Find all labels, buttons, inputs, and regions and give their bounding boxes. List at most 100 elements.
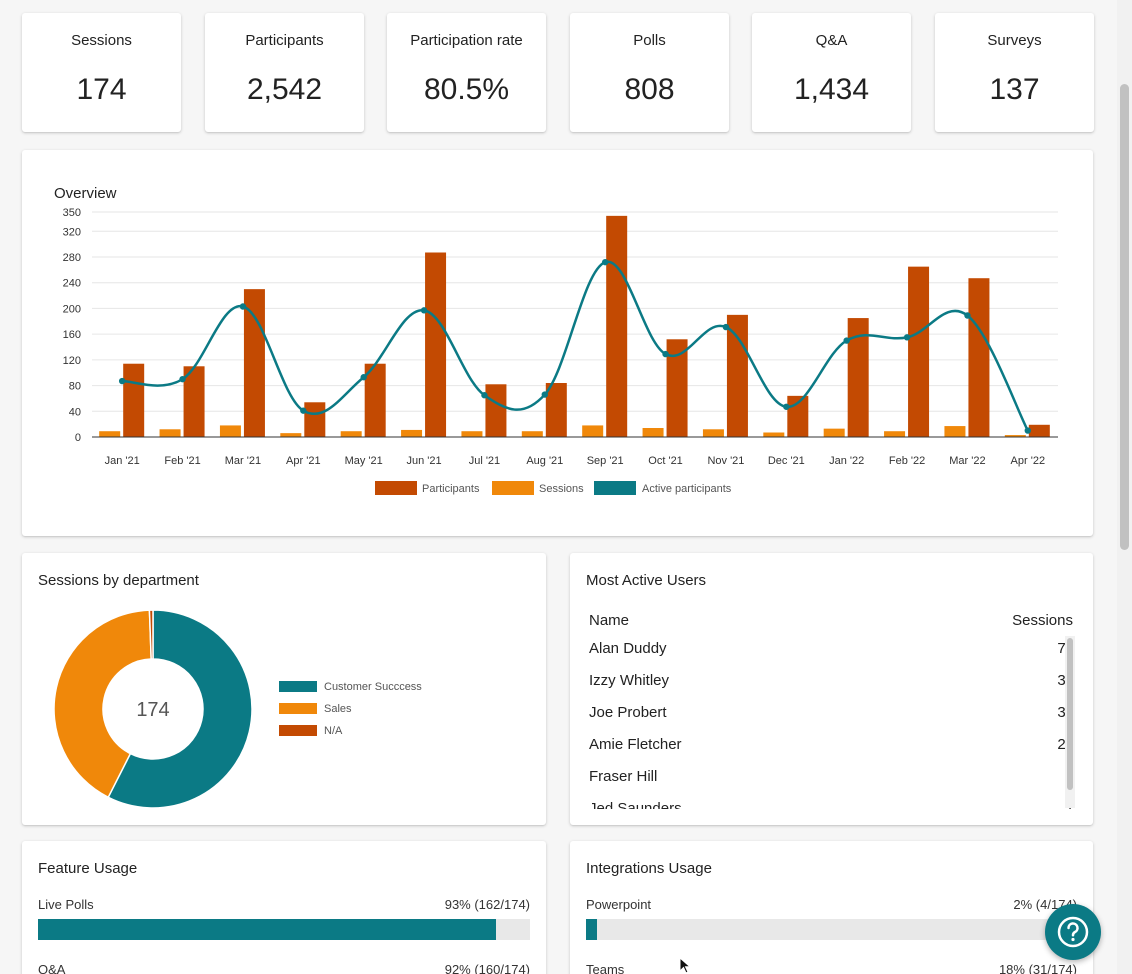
bar-sessions xyxy=(99,431,121,437)
help-icon xyxy=(1057,916,1089,948)
active-participants-point xyxy=(300,407,307,414)
stat-label: Polls xyxy=(633,32,666,49)
active-users-card: Most Active Users Name Sessions Alan Dud… xyxy=(570,553,1093,825)
y-tick-label: 120 xyxy=(63,355,81,367)
table-row[interactable]: Izzy Whitley37 xyxy=(589,665,1074,697)
bar-sessions xyxy=(401,429,423,437)
user-name: Amie Fletcher xyxy=(589,736,682,753)
usage-track xyxy=(586,919,1077,940)
active-participants-point xyxy=(179,375,186,383)
x-tick-label: Apr '22 xyxy=(1011,455,1046,467)
bar-sessions xyxy=(159,429,181,437)
y-tick-label: 280 xyxy=(63,252,81,264)
x-tick-label: Feb '22 xyxy=(889,455,925,467)
x-tick-label: Jul '21 xyxy=(469,455,500,467)
x-tick-label: Jan '22 xyxy=(829,455,864,467)
bar-sessions xyxy=(823,428,845,437)
page-scrollbar-thumb[interactable] xyxy=(1120,84,1129,550)
table-row[interactable]: Fraser Hill8 xyxy=(589,761,1074,793)
legend-swatch-participants xyxy=(375,481,417,495)
feature-usage-title: Feature Usage xyxy=(38,860,138,877)
donut-total: 174 xyxy=(136,699,169,721)
bar-sessions xyxy=(582,425,604,437)
active-participants-line xyxy=(122,260,1029,432)
legend-swatch-na xyxy=(279,725,317,736)
stat-value: 2,542 xyxy=(246,73,323,106)
usage-fill xyxy=(586,919,598,940)
users-scrollbar[interactable] xyxy=(1065,636,1075,808)
table-row[interactable]: Jed Saunders1 xyxy=(589,793,1074,809)
x-tick-label: Mar '22 xyxy=(949,455,985,467)
table-row[interactable]: Joe Probert32 xyxy=(589,697,1074,729)
legend-swatch-sessions xyxy=(492,481,534,495)
usage-percent: 92% (160/174) xyxy=(444,962,530,974)
users-scrollbar-thumb[interactable] xyxy=(1067,638,1073,790)
donut-slice xyxy=(148,609,154,660)
table-row[interactable]: Amie Fletcher22 xyxy=(589,729,1074,761)
departments-card: Sessions by department 174 Customer Succ… xyxy=(22,553,546,825)
bar-participants xyxy=(847,318,869,437)
users-list[interactable]: Alan Duddy74 Izzy Whitley37 Joe Probert3… xyxy=(589,633,1074,809)
active-participants-point xyxy=(1024,427,1032,434)
bar-sessions xyxy=(642,428,664,437)
bar-participants xyxy=(485,384,507,437)
x-tick-label: Apr '21 xyxy=(286,455,321,467)
overview-chart: Overview 0 40 80 120 160 200 240 280 320 350 Jan … xyxy=(54,185,1058,495)
active-participants-point xyxy=(481,392,488,399)
user-name: Alan Duddy xyxy=(589,640,667,657)
x-tick-label: Mar '21 xyxy=(225,455,261,467)
x-tick-label: Aug '21 xyxy=(526,455,563,467)
help-button[interactable] xyxy=(1045,904,1101,960)
usage-label: Live Polls xyxy=(38,897,94,912)
stat-label: Q&A xyxy=(815,32,848,49)
active-participants-point xyxy=(420,307,428,314)
y-tick-label: 0 xyxy=(75,432,81,444)
usage-percent: 93% (162/174) xyxy=(444,897,530,912)
active-users-title: Most Active Users xyxy=(586,572,707,589)
bar-participants xyxy=(545,383,567,437)
x-tick-label: May '21 xyxy=(345,455,383,467)
legend-swatch-active xyxy=(594,481,636,495)
usage-percent: 18% (31/174) xyxy=(998,962,1077,974)
y-tick-label: 320 xyxy=(63,226,81,238)
x-tick-label: Dec '21 xyxy=(768,455,805,467)
usage-label: Q&A xyxy=(38,962,66,974)
bar-participants xyxy=(606,215,628,437)
legend-swatch-customer-success xyxy=(279,681,317,692)
bar-sessions xyxy=(944,426,966,437)
stat-card-polls: Polls 808 xyxy=(570,13,729,132)
integrations-usage-title: Integrations Usage xyxy=(586,860,712,877)
table-row[interactable]: Alan Duddy74 xyxy=(589,633,1074,665)
legend-label-sales: Sales xyxy=(324,703,352,715)
active-participants-point xyxy=(662,350,669,358)
x-tick-label: Jun '21 xyxy=(406,455,441,467)
stat-card-surveys: Surveys 137 xyxy=(935,13,1094,132)
stat-label: Participation rate xyxy=(410,32,523,49)
y-tick-label: 40 xyxy=(69,406,81,418)
y-tick-label: 80 xyxy=(69,381,81,393)
mouse-cursor-icon xyxy=(679,957,692,974)
bar-sessions xyxy=(219,425,241,437)
bar-participants xyxy=(243,289,265,437)
usage-label: Powerpoint xyxy=(586,897,652,912)
stat-value: 808 xyxy=(624,73,675,106)
page-scrollbar[interactable] xyxy=(1117,0,1132,974)
usage-track xyxy=(38,919,530,940)
y-tick-label: 240 xyxy=(63,278,81,290)
bar-participants xyxy=(123,363,145,437)
active-participants-point xyxy=(783,403,790,410)
legend-label-na: N/A xyxy=(324,725,343,737)
bar-sessions xyxy=(702,429,724,437)
legend-label-participants: Participants xyxy=(422,483,480,495)
departments-donut: 174 Customer Succcess Sales N/A xyxy=(53,609,422,809)
legend-swatch-sales xyxy=(279,703,317,714)
legend-label-customer-success: Customer Succcess xyxy=(324,681,422,693)
user-name: Jed Saunders xyxy=(589,800,682,809)
stat-value: 137 xyxy=(989,73,1040,106)
stat-value: 174 xyxy=(76,73,127,106)
x-tick-label: Jan '21 xyxy=(105,455,140,467)
stat-card-participants: Participants 2,542 xyxy=(205,13,364,132)
user-name: Izzy Whitley xyxy=(589,672,670,689)
active-participants-point xyxy=(903,334,911,341)
stat-card-participation-rate: Participation rate 80.5% xyxy=(387,13,546,132)
